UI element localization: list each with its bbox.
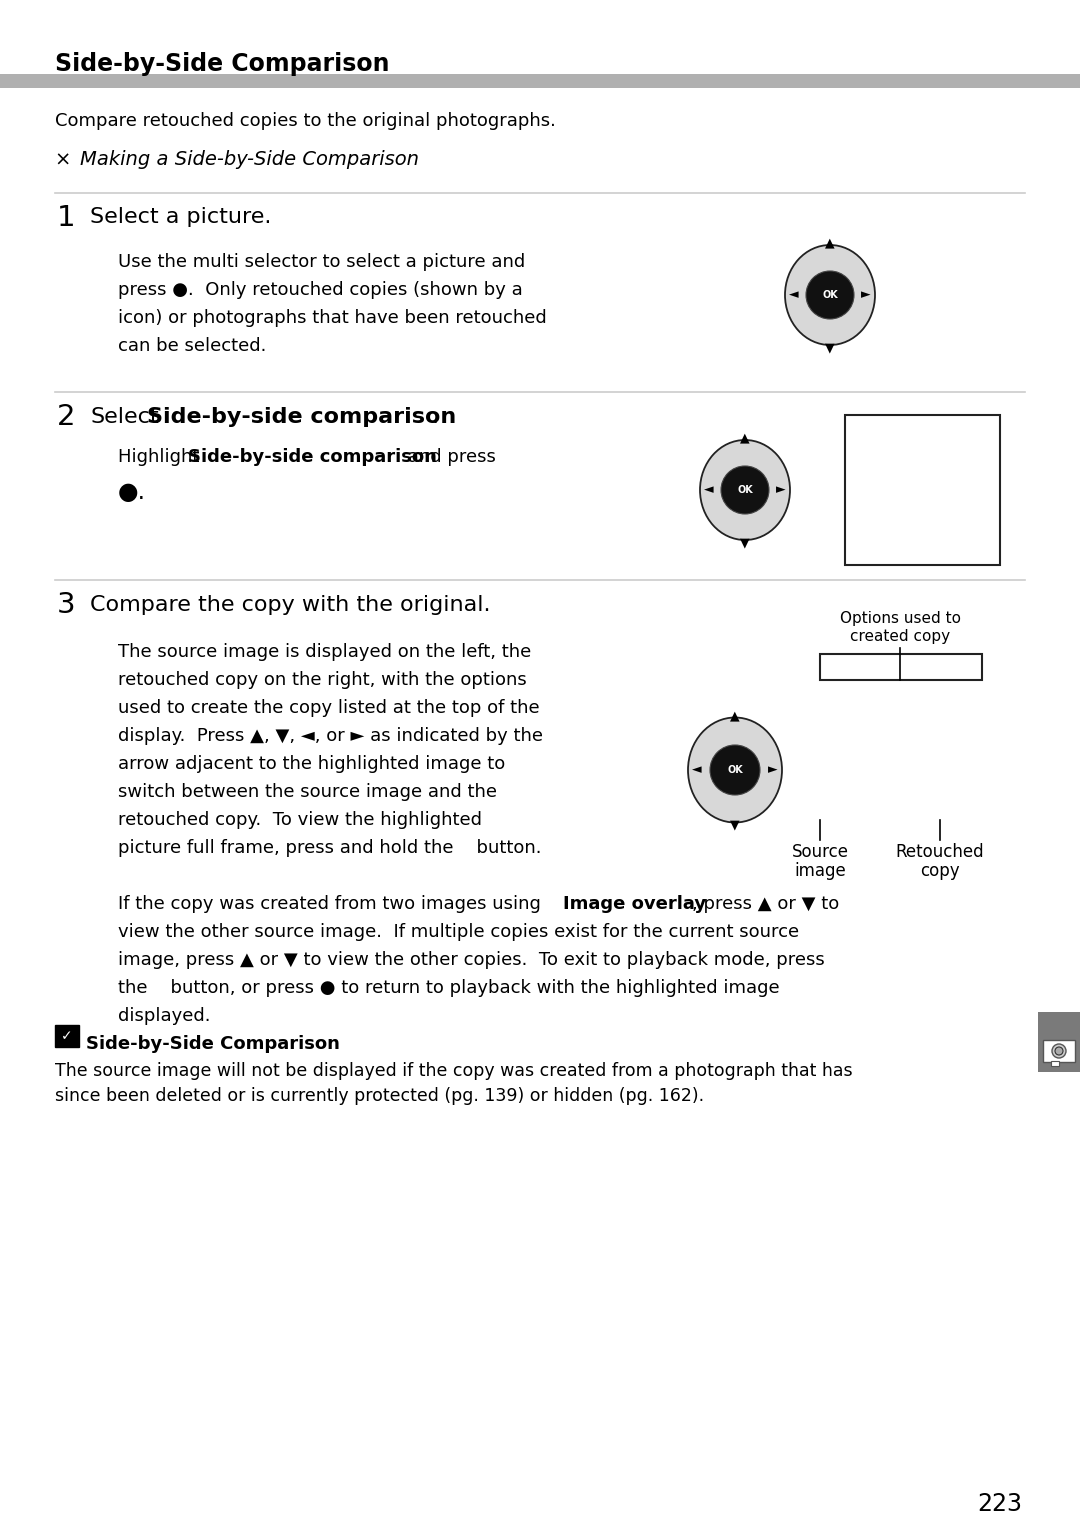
Text: ▲: ▲ (740, 431, 750, 443)
Circle shape (1052, 1044, 1066, 1058)
Text: ►: ► (777, 483, 786, 497)
Bar (1051, 1061, 1059, 1066)
Text: 223: 223 (977, 1492, 1023, 1515)
Text: view the other source image.  If multiple copies exist for the current source: view the other source image. If multiple… (118, 924, 799, 940)
Text: Compare the copy with the original.: Compare the copy with the original. (90, 595, 490, 615)
Text: retouched copy on the right, with the options: retouched copy on the right, with the op… (118, 671, 527, 690)
Text: Highlight: Highlight (118, 448, 205, 466)
Text: used to create the copy listed at the top of the: used to create the copy listed at the to… (118, 699, 540, 717)
Text: ▲: ▲ (825, 235, 835, 249)
Text: can be selected.: can be selected. (118, 336, 267, 355)
Text: .: . (432, 407, 438, 427)
Bar (820, 654, 982, 680)
Text: icon) or photographs that have been retouched: icon) or photographs that have been reto… (118, 309, 546, 327)
Ellipse shape (700, 440, 789, 540)
Text: and press: and press (402, 448, 496, 466)
Text: image, press ▲ or ▼ to view the other copies.  To exit to playback mode, press: image, press ▲ or ▼ to view the other co… (118, 951, 825, 969)
Text: Side-by-side comparison: Side-by-side comparison (147, 407, 456, 427)
Text: ●.: ●. (118, 480, 146, 505)
Text: ◄: ◄ (789, 289, 798, 301)
Bar (1043, 1040, 1075, 1063)
Text: ◄: ◄ (704, 483, 714, 497)
Text: The source image is displayed on the left, the: The source image is displayed on the lef… (118, 644, 531, 661)
Text: Options used to: Options used to (839, 612, 960, 625)
Text: Source: Source (792, 842, 849, 861)
Text: The source image will not be displayed if the copy was created from a photograph: The source image will not be displayed i… (55, 1063, 852, 1079)
Bar (845, 414, 1000, 566)
Text: , press ▲ or ▼ to: , press ▲ or ▼ to (692, 894, 839, 913)
Text: copy: copy (920, 862, 960, 881)
Circle shape (806, 271, 854, 320)
Text: OK: OK (738, 485, 753, 495)
Text: picture full frame, press and hold the    button.: picture full frame, press and hold the b… (118, 839, 541, 856)
Ellipse shape (688, 717, 782, 823)
Text: ▼: ▼ (825, 341, 835, 355)
Text: ▼: ▼ (740, 537, 750, 549)
Text: ×: × (55, 150, 78, 170)
Text: displayed.: displayed. (118, 1008, 211, 1024)
Text: arrow adjacent to the highlighted image to: arrow adjacent to the highlighted image … (118, 755, 505, 774)
Text: ✓: ✓ (62, 1029, 72, 1043)
Text: If the copy was created from two images using: If the copy was created from two images … (118, 894, 546, 913)
Text: the    button, or press ● to return to playback with the highlighted image: the button, or press ● to return to play… (118, 979, 780, 997)
Text: Use the multi selector to select a picture and: Use the multi selector to select a pictu… (118, 252, 525, 271)
Circle shape (710, 745, 760, 795)
Text: OK: OK (727, 764, 743, 775)
Bar (0, 73, 1080, 89)
Text: ▼: ▼ (730, 818, 740, 830)
Text: Select: Select (90, 407, 159, 427)
Bar (1038, 1012, 1080, 1072)
Text: Compare retouched copies to the original photographs.: Compare retouched copies to the original… (55, 112, 556, 130)
Bar (55, 1024, 79, 1047)
Text: 2: 2 (57, 404, 76, 431)
Circle shape (1055, 1047, 1063, 1055)
Text: press ●.  Only retouched copies (shown by a: press ●. Only retouched copies (shown by… (118, 281, 523, 300)
Text: 3: 3 (57, 592, 76, 619)
Text: Select a picture.: Select a picture. (90, 206, 271, 226)
Text: Retouched: Retouched (895, 842, 984, 861)
Text: switch between the source image and the: switch between the source image and the (118, 783, 497, 801)
Text: Side-by-Side Comparison: Side-by-Side Comparison (86, 1035, 340, 1053)
Text: display.  Press ▲, ▼, ◄, or ► as indicated by the: display. Press ▲, ▼, ◄, or ► as indicate… (118, 726, 543, 745)
Text: ►: ► (768, 763, 778, 777)
Ellipse shape (785, 245, 875, 346)
Text: retouched copy.  To view the highlighted: retouched copy. To view the highlighted (118, 810, 482, 829)
Text: Making a Side-by-Side Comparison: Making a Side-by-Side Comparison (80, 150, 419, 170)
Text: ►: ► (862, 289, 870, 301)
Text: Side-by-side comparison: Side-by-side comparison (188, 448, 437, 466)
Text: Side-by-Side Comparison: Side-by-Side Comparison (55, 52, 390, 76)
Text: image: image (794, 862, 846, 881)
Text: ▲: ▲ (730, 709, 740, 722)
Text: Image overlay: Image overlay (563, 894, 706, 913)
Text: 1: 1 (57, 203, 76, 232)
Text: created copy: created copy (850, 628, 950, 644)
Text: since been deleted or is currently protected (pg. 139) or hidden (pg. 162).: since been deleted or is currently prote… (55, 1087, 704, 1105)
Text: ◄: ◄ (692, 763, 702, 777)
Text: OK: OK (822, 291, 838, 300)
Circle shape (721, 466, 769, 514)
